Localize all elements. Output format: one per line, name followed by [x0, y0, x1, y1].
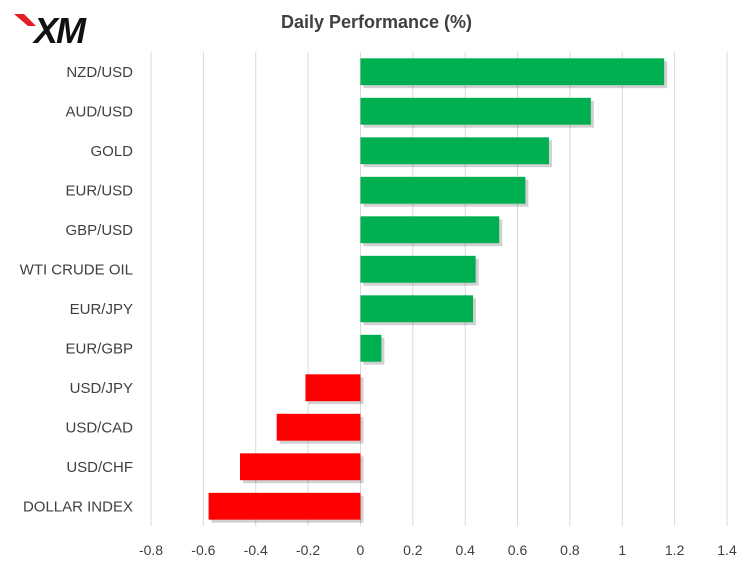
bar-gbp-usd	[360, 216, 500, 244]
x-tick-label: -0.8	[139, 542, 163, 558]
category-label: GOLD	[90, 143, 133, 160]
category-label: USD/CHF	[66, 459, 133, 476]
bar-usd-jpy	[305, 374, 361, 402]
category-label: EUR/USD	[65, 182, 133, 199]
bar-usd-chf	[240, 453, 361, 481]
x-tick-label: 0.6	[508, 542, 528, 558]
category-label: WTI CRUDE OIL	[20, 261, 133, 278]
bar-eur-jpy	[360, 295, 474, 323]
logo-accent-shape	[14, 14, 36, 26]
category-label: GBP/USD	[65, 222, 133, 239]
x-tick-label: -0.4	[244, 542, 268, 558]
x-tick-label: 0.4	[455, 542, 475, 558]
logo-text: XM	[34, 10, 86, 51]
category-label: NZD/USD	[66, 64, 133, 81]
bar-nzd-usd	[360, 58, 665, 86]
category-label: EUR/JPY	[70, 301, 133, 318]
x-tick-label: -0.2	[296, 542, 320, 558]
category-label: DOLLAR INDEX	[23, 498, 133, 515]
x-tick-label: 0.2	[403, 542, 423, 558]
category-label: EUR/GBP	[65, 340, 133, 357]
x-tick-label: 0.8	[560, 542, 580, 558]
bar-wti-crude-oil	[360, 255, 476, 283]
bar-aud-usd	[360, 97, 591, 125]
x-tick-label: 1.2	[665, 542, 685, 558]
x-tick-label: -0.6	[191, 542, 215, 558]
chart-title: Daily Performance (%)	[280, 12, 473, 32]
xm-logo-accent	[14, 14, 36, 26]
x-tick-label: 1	[618, 542, 626, 558]
bar-eur-gbp	[360, 334, 382, 362]
category-label: USD/JPY	[70, 380, 133, 397]
x-tick-label: 0	[357, 542, 365, 558]
bar-eur-usd	[360, 176, 526, 204]
xm-logo: XM	[14, 6, 106, 51]
category-label: USD/CAD	[65, 419, 133, 436]
category-label: AUD/USD	[65, 103, 133, 120]
bar-dollar-index	[208, 492, 361, 520]
bar-gold	[360, 137, 549, 165]
x-tick-label: 1.4	[717, 542, 737, 558]
bar-usd-cad	[276, 413, 361, 441]
